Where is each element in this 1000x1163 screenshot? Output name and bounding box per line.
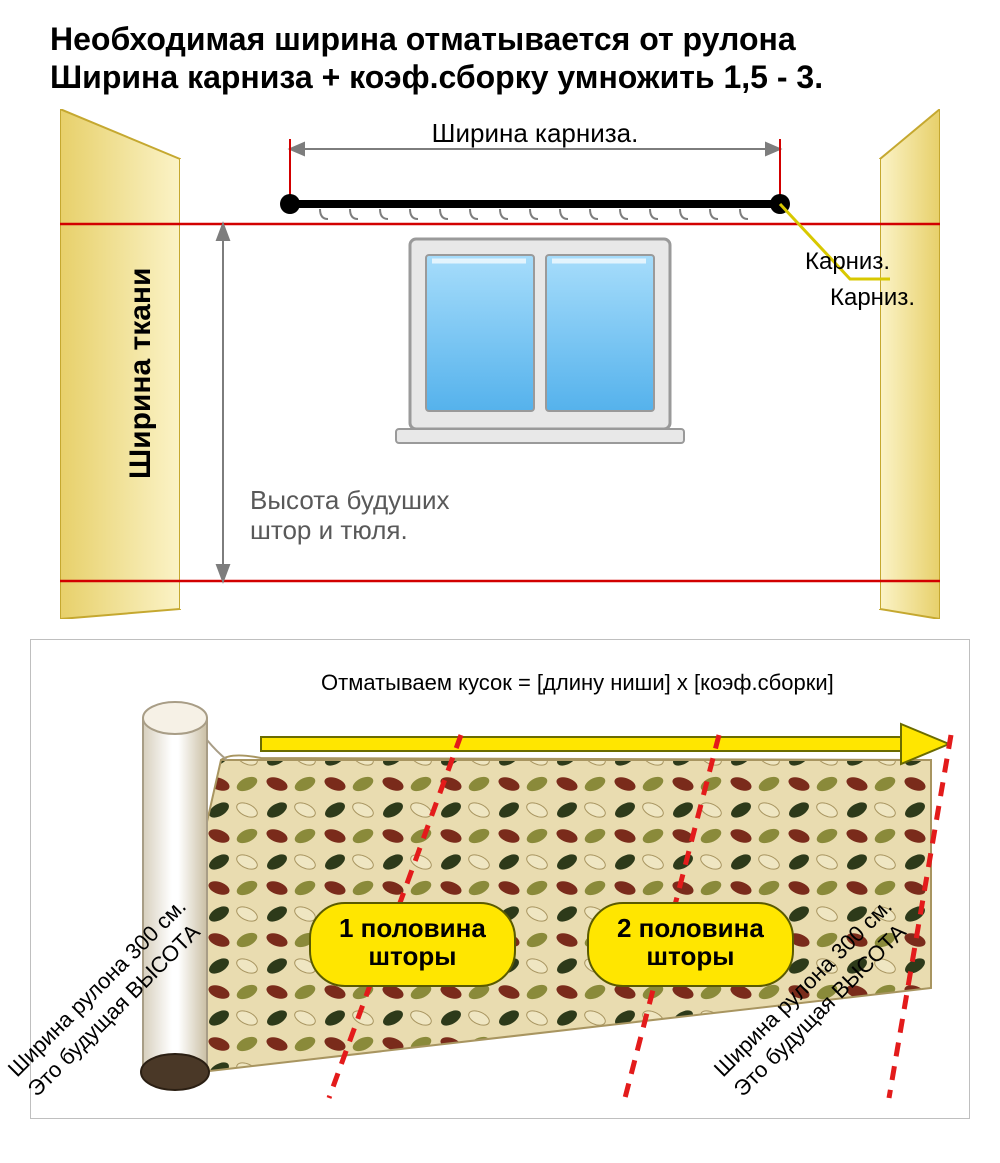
wall-left [60, 109, 180, 619]
label-cornice-text: Карниз. [830, 284, 915, 311]
label-cornice-width: Ширина карниза. [432, 118, 639, 148]
label-fabric-width: Ширина ткани [124, 267, 157, 478]
window [396, 239, 684, 443]
wall-right [880, 109, 940, 619]
diagram-room: Ширина карниза. [60, 109, 940, 619]
headline-line1: Необходимая ширина отматывается от рулон… [50, 21, 796, 57]
label-cornice: Карниз. [805, 248, 890, 275]
headline: Необходимая ширина отматывается от рулон… [30, 20, 970, 97]
diagram-fabric-roll: Отматываем кусок = [длину ниши] x [коэф.… [30, 639, 970, 1119]
headline-line2: Ширина карниза + коэф.сборку умножить 1,… [50, 59, 823, 95]
pill-half-2: 2 половина шторы [587, 902, 794, 987]
pill-half-1: 1 половина шторы [309, 902, 516, 987]
